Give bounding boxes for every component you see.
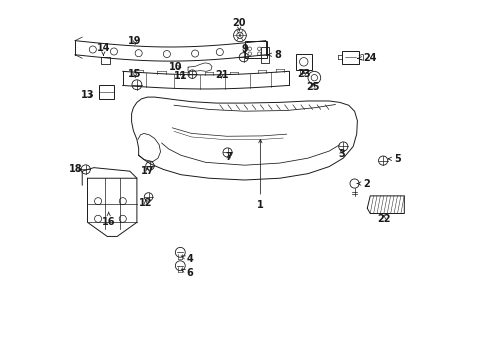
Text: 3: 3 <box>338 149 344 158</box>
Text: 9: 9 <box>241 45 247 54</box>
Text: 13: 13 <box>81 90 94 100</box>
Text: 2: 2 <box>356 179 369 189</box>
Text: 24: 24 <box>357 53 376 63</box>
Text: 19: 19 <box>128 36 142 46</box>
Text: 21: 21 <box>214 70 228 80</box>
Text: 1: 1 <box>257 140 263 210</box>
Text: 5: 5 <box>387 154 401 164</box>
Text: 15: 15 <box>128 69 142 79</box>
Text: 20: 20 <box>232 18 245 31</box>
Text: 17: 17 <box>141 166 154 176</box>
Text: 8: 8 <box>268 50 281 60</box>
Text: 16: 16 <box>102 212 115 227</box>
Text: 10: 10 <box>169 62 182 72</box>
Text: 7: 7 <box>225 152 231 162</box>
Text: 14: 14 <box>97 43 110 55</box>
Text: 22: 22 <box>376 214 390 224</box>
Text: 25: 25 <box>306 81 319 91</box>
Text: 23: 23 <box>296 69 310 79</box>
Text: 18: 18 <box>69 165 82 174</box>
Text: 4: 4 <box>181 255 193 264</box>
Text: 11: 11 <box>173 71 186 81</box>
Text: 6: 6 <box>181 269 193 279</box>
Text: 12: 12 <box>139 198 152 208</box>
